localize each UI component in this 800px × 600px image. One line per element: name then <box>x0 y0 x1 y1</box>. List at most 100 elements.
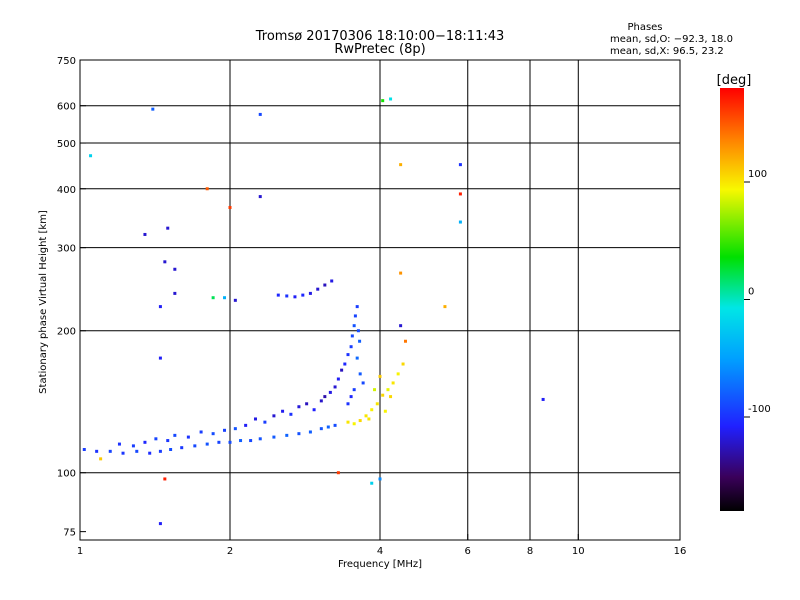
data-point <box>373 388 377 392</box>
chart-title: Tromsø 20170306 18:10:00−18:11:43 <box>255 29 505 44</box>
data-point <box>151 107 155 111</box>
x-axis-ticks: 1 2 4 6 8 10 16 <box>77 534 687 557</box>
data-point <box>378 477 382 481</box>
y-axis-label: Stationary phase Virtual Height [km] <box>38 210 49 394</box>
data-point <box>403 339 407 343</box>
data-point <box>239 439 243 443</box>
data-point <box>358 339 362 343</box>
data-point <box>285 294 289 298</box>
data-point <box>443 305 447 309</box>
data-point <box>355 356 359 360</box>
data-point <box>396 372 400 376</box>
data-point <box>166 226 170 230</box>
y-tick-label: 100 <box>57 469 76 480</box>
y-tick-label: 200 <box>57 327 76 338</box>
data-point <box>258 437 262 441</box>
data-point <box>378 374 382 378</box>
data-point <box>312 408 316 412</box>
data-point <box>143 232 147 236</box>
y-axis-ticks: 75 100 200 300 400 500 600 750 <box>57 56 86 539</box>
colorbar-tick-label: 100 <box>748 169 767 180</box>
data-point <box>333 385 337 389</box>
data-point <box>173 433 177 437</box>
data-point <box>323 395 327 399</box>
data-point <box>458 220 462 224</box>
data-point <box>258 195 262 199</box>
data-point <box>117 442 121 446</box>
data-point <box>95 449 99 453</box>
y-tick-label: 75 <box>63 528 76 539</box>
data-point <box>263 420 267 424</box>
data-point <box>272 414 276 418</box>
data-point <box>364 414 368 418</box>
data-point <box>186 435 190 439</box>
chart-subtitle: RwPretec (8p) <box>334 42 425 57</box>
data-point <box>249 439 253 443</box>
data-point <box>148 451 152 455</box>
data-point <box>169 447 173 451</box>
data-point <box>330 279 334 283</box>
data-point <box>163 260 167 264</box>
data-point <box>355 305 359 309</box>
colorbar-ticks: 100 0 -100 <box>744 169 771 418</box>
data-point <box>349 345 353 349</box>
data-point <box>391 381 395 385</box>
data-point <box>228 440 232 444</box>
x-tick-label: 10 <box>572 546 585 557</box>
data-point <box>326 425 330 429</box>
data-point <box>233 298 237 302</box>
y-tick-label: 400 <box>57 185 76 196</box>
grid-lines <box>79 60 680 540</box>
x-tick-label: 8 <box>527 546 533 557</box>
data-point <box>343 362 347 366</box>
data-point <box>308 430 312 434</box>
data-point <box>143 440 147 444</box>
x-tick-label: 1 <box>77 546 83 557</box>
data-point <box>89 154 93 158</box>
data-point <box>211 296 215 300</box>
scatter-points <box>82 97 545 526</box>
data-point <box>158 449 162 453</box>
y-tick-label: 300 <box>57 244 76 255</box>
data-point <box>316 287 320 291</box>
colorbar-label: [deg] <box>717 73 752 88</box>
data-point <box>223 296 227 300</box>
data-point <box>352 422 356 426</box>
data-point <box>541 397 545 401</box>
y-tick-label: 750 <box>57 56 76 67</box>
colorbar <box>720 88 744 511</box>
data-point <box>99 457 103 461</box>
data-point <box>319 399 323 403</box>
data-point <box>346 402 350 406</box>
data-point <box>401 362 405 366</box>
stats-line-x: mean, sd,X: 96.5, 23.2 <box>610 46 724 57</box>
data-point <box>399 324 403 328</box>
data-point <box>458 192 462 196</box>
data-point <box>319 427 323 431</box>
data-point <box>375 402 379 406</box>
data-point <box>297 432 301 436</box>
data-point <box>399 163 403 167</box>
data-point <box>258 112 262 116</box>
data-point <box>121 451 125 455</box>
data-point <box>289 412 293 416</box>
data-point <box>193 444 197 448</box>
data-point <box>135 449 139 453</box>
data-point <box>308 291 312 295</box>
data-point <box>389 97 393 101</box>
data-point <box>131 444 135 448</box>
data-point <box>163 477 167 481</box>
x-tick-label: 16 <box>674 546 687 557</box>
data-point <box>323 283 327 287</box>
data-point <box>199 430 203 434</box>
data-point <box>276 293 280 297</box>
data-point <box>349 395 353 399</box>
data-point <box>333 423 337 427</box>
data-point <box>346 353 350 357</box>
data-point <box>228 206 232 210</box>
data-point <box>367 417 371 421</box>
colorbar-tick-label: 0 <box>748 287 754 298</box>
data-point <box>336 471 340 475</box>
data-point <box>297 405 301 409</box>
data-point <box>352 388 356 392</box>
